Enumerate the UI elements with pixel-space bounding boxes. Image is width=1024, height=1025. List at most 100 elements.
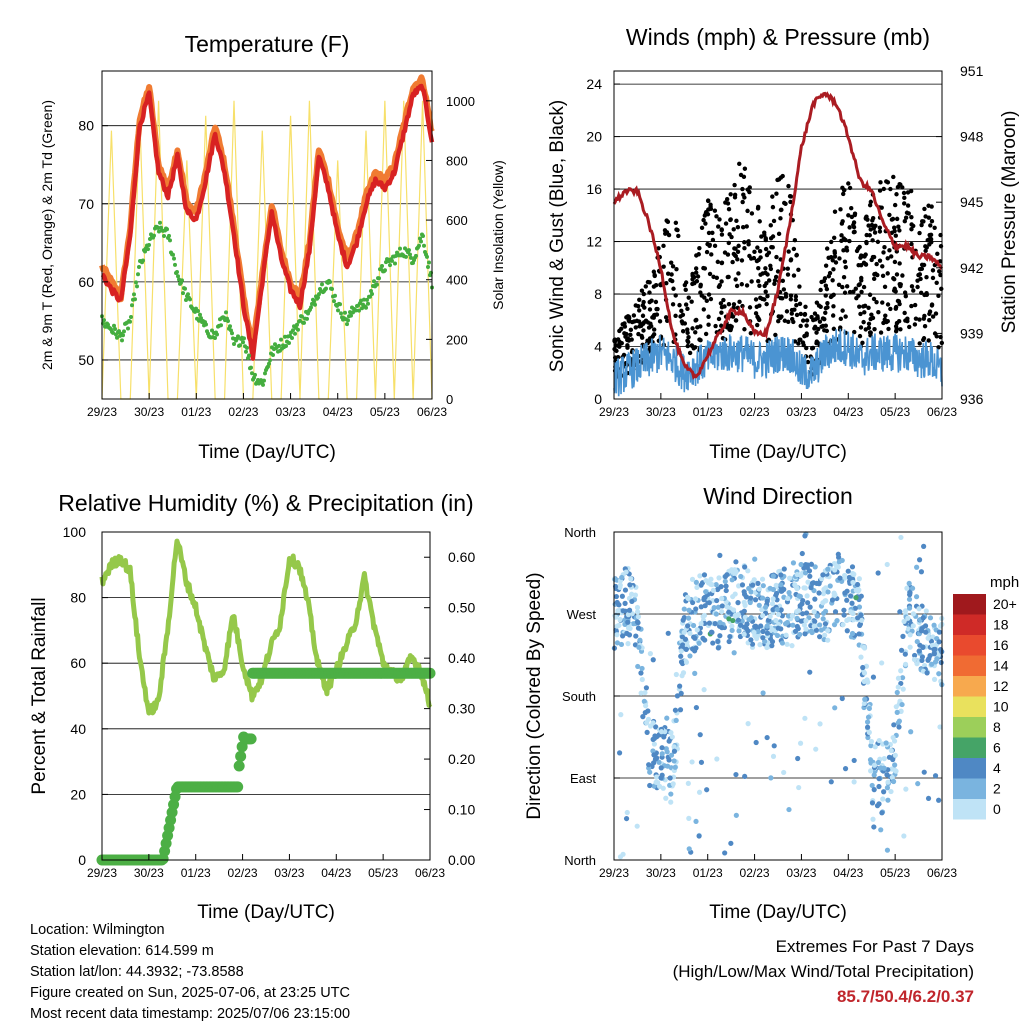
y-tick-label-right: 200 xyxy=(446,332,468,347)
direction-point xyxy=(895,675,902,681)
direction-point xyxy=(719,609,725,615)
gust-point xyxy=(829,239,834,245)
direction-point xyxy=(870,816,876,822)
direction-point xyxy=(668,752,675,758)
dewpoint-point xyxy=(393,261,397,266)
direction-point xyxy=(735,600,741,606)
direction-point xyxy=(908,729,914,735)
x-tick-label: 30/23 xyxy=(646,405,676,419)
gust-point xyxy=(712,208,718,213)
direction-point xyxy=(717,552,723,558)
gust-point xyxy=(723,221,729,226)
gust-point xyxy=(772,278,778,283)
gust-point xyxy=(924,245,929,250)
direction-point xyxy=(850,579,856,586)
direction-point xyxy=(735,611,741,618)
gust-point xyxy=(928,232,934,238)
gust-point xyxy=(797,337,802,342)
direction-point xyxy=(644,729,650,735)
direction-point xyxy=(651,783,657,789)
direction-point xyxy=(794,608,800,615)
dewpoint-point xyxy=(426,264,430,269)
direction-point xyxy=(737,622,744,628)
x-tick-label: 06/23 xyxy=(417,405,447,419)
direction-point xyxy=(620,633,626,639)
dewpoint-point xyxy=(366,301,370,306)
gust-point xyxy=(917,230,922,236)
temperature-series xyxy=(99,74,435,387)
gust-point xyxy=(695,325,700,330)
gust-point xyxy=(763,289,768,294)
direction-point xyxy=(696,833,702,839)
direction-point xyxy=(835,551,841,557)
direction-point xyxy=(881,789,887,795)
direction-point xyxy=(875,759,881,766)
direction-point xyxy=(823,598,829,604)
direction-point xyxy=(665,630,671,636)
gust-point xyxy=(905,316,910,321)
direction-point xyxy=(844,628,850,634)
direction-point xyxy=(891,738,898,744)
precip-point xyxy=(233,760,245,772)
gust-point xyxy=(840,308,845,313)
gust-point xyxy=(670,302,676,307)
gust-point xyxy=(716,284,722,290)
direction-point xyxy=(921,769,927,775)
gust-point xyxy=(824,246,830,251)
direction-point xyxy=(759,595,766,601)
gust-point xyxy=(698,284,703,289)
dewpoint-point xyxy=(354,308,358,313)
direction-point xyxy=(647,651,653,657)
gust-point xyxy=(788,258,794,263)
direction-point xyxy=(858,617,865,623)
gust-point xyxy=(909,303,914,309)
direction-point xyxy=(746,616,752,623)
direction-point xyxy=(632,592,639,598)
gust-point xyxy=(896,319,902,324)
direction-point xyxy=(680,617,686,623)
direction-point xyxy=(936,629,943,635)
direction-point xyxy=(643,685,649,691)
direction-point xyxy=(834,617,840,624)
dewpoint-point xyxy=(173,262,177,267)
direction-point xyxy=(885,797,891,803)
gust-point xyxy=(705,198,711,203)
direction-point xyxy=(723,583,729,589)
dewpoint-point xyxy=(176,274,180,279)
gust-point xyxy=(885,180,891,185)
gust-point xyxy=(774,191,779,196)
direction-point xyxy=(674,693,681,699)
direction-point xyxy=(841,612,847,618)
gust-point xyxy=(788,199,793,205)
direction-point xyxy=(742,773,748,780)
gust-point xyxy=(645,320,651,325)
dewpoint-point xyxy=(427,260,431,265)
direction-point xyxy=(790,622,796,628)
gust-point xyxy=(728,192,733,197)
direction-point xyxy=(781,769,787,776)
direction-point xyxy=(800,597,806,604)
direction-point xyxy=(871,787,877,793)
gust-point xyxy=(838,207,843,212)
y-tick-label-right: 0.40 xyxy=(448,650,475,666)
y-tick-label-right: 800 xyxy=(446,153,468,168)
y-tick-label-left: 20 xyxy=(586,129,602,145)
direction-point xyxy=(722,578,728,585)
direction-point xyxy=(910,623,916,629)
temperature-frame xyxy=(101,70,433,400)
gust-point xyxy=(744,283,750,288)
gust-point xyxy=(919,262,925,267)
direction-point xyxy=(931,622,937,628)
x-tick-label: 01/23 xyxy=(181,866,211,880)
rh-line xyxy=(99,538,433,716)
dewpoint-point xyxy=(300,314,304,319)
gust-point xyxy=(909,284,915,289)
direction-point xyxy=(685,623,691,629)
gust-point xyxy=(780,296,785,301)
dewpoint-point xyxy=(242,336,246,341)
direction-point xyxy=(625,612,632,618)
gust-point xyxy=(913,316,919,321)
direction-point xyxy=(853,595,859,601)
direction-point xyxy=(698,604,704,610)
